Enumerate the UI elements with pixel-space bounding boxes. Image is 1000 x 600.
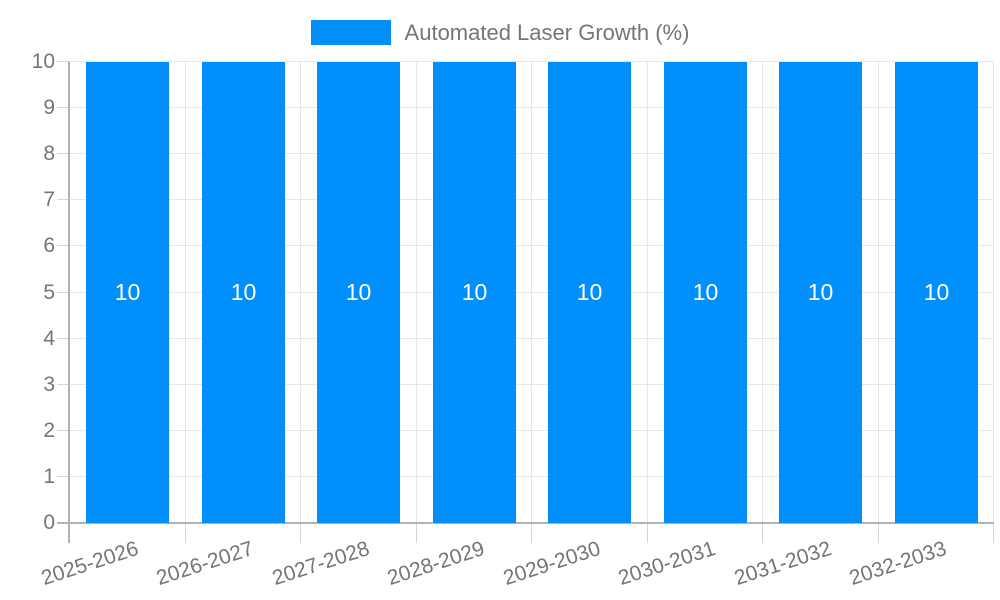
y-gridline — [70, 199, 994, 200]
bar-value-label: 10 — [692, 279, 719, 305]
y-axis-label: 1 — [43, 465, 55, 488]
x-axis-label: 2029-2030 — [500, 537, 603, 590]
x-axis-line — [57, 522, 994, 524]
y-axis-line — [68, 62, 70, 543]
y-gridline — [70, 430, 994, 431]
y-axis-label: 3 — [43, 373, 55, 396]
y-gridline — [70, 245, 994, 246]
x-axis-label: 2028-2029 — [384, 537, 487, 590]
y-axis-tick — [57, 430, 70, 431]
bar-value-label: 10 — [345, 279, 372, 305]
y-axis-label: 6 — [43, 234, 55, 257]
y-axis-label: 9 — [43, 96, 55, 119]
bar-2025-2026[interactable]: 10 — [86, 62, 169, 523]
y-axis-tick — [57, 199, 70, 200]
y-axis-label: 0 — [43, 511, 55, 534]
bar-value-label: 10 — [461, 279, 488, 305]
y-axis-tick — [57, 384, 70, 385]
y-gridline — [70, 292, 994, 293]
bar-value-label: 10 — [114, 279, 141, 305]
x-gridline — [762, 62, 763, 523]
x-axis-label: 2030-2031 — [615, 537, 718, 590]
x-gridline — [531, 62, 532, 523]
bar-2032-2033[interactable]: 10 — [895, 62, 978, 523]
x-gridline — [647, 62, 648, 523]
y-gridline — [70, 61, 994, 62]
y-axis-tick — [57, 338, 70, 339]
legend-label: Automated Laser Growth (%) — [404, 20, 690, 45]
y-axis-tick — [57, 153, 70, 154]
bar-2027-2028[interactable]: 10 — [317, 62, 400, 523]
x-axis-tick — [185, 523, 186, 543]
y-axis-tick — [57, 476, 70, 477]
y-axis-tick — [57, 292, 70, 293]
bar-value-label: 10 — [576, 279, 603, 305]
x-axis-tick — [762, 523, 763, 543]
x-gridline — [993, 62, 994, 523]
x-gridline — [300, 62, 301, 523]
y-axis-label: 7 — [43, 188, 55, 211]
x-axis-tick — [531, 523, 532, 543]
bar-value-label: 10 — [230, 279, 257, 305]
x-gridline — [878, 62, 879, 523]
x-gridline — [185, 62, 186, 523]
x-axis-label: 2027-2028 — [269, 537, 372, 590]
x-axis-label: 2025-2026 — [38, 537, 141, 590]
y-axis-tick — [57, 107, 70, 108]
bar-2031-2032[interactable]: 10 — [779, 62, 862, 523]
legend-item[interactable]: Automated Laser Growth (%) — [0, 20, 1000, 45]
y-axis-label: 8 — [43, 142, 55, 165]
x-axis-tick — [647, 523, 648, 543]
bar-2028-2029[interactable]: 10 — [433, 62, 516, 523]
y-axis-label: 5 — [43, 281, 55, 304]
y-axis-tick — [57, 61, 70, 62]
x-axis-tick — [300, 523, 301, 543]
x-axis-label: 2032-2033 — [846, 537, 949, 590]
y-gridline — [70, 384, 994, 385]
bar-2026-2027[interactable]: 10 — [202, 62, 285, 523]
bar-2030-2031[interactable]: 10 — [664, 62, 747, 523]
y-axis-label: 2 — [43, 419, 55, 442]
y-gridline — [70, 153, 994, 154]
y-gridline — [70, 476, 994, 477]
x-gridline — [416, 62, 417, 523]
y-axis-label: 10 — [31, 50, 55, 73]
legend-swatch — [310, 20, 391, 45]
x-axis-label: 2031-2032 — [731, 537, 834, 590]
x-axis-tick — [416, 523, 417, 543]
y-gridline — [70, 338, 994, 339]
x-axis-tick — [878, 523, 879, 543]
x-axis-tick — [993, 523, 994, 543]
y-axis-label: 4 — [43, 327, 55, 350]
y-axis-tick — [57, 245, 70, 246]
bar-2029-2030[interactable]: 10 — [548, 62, 631, 523]
y-gridline — [70, 107, 994, 108]
bar-value-label: 10 — [923, 279, 950, 305]
bar-value-label: 10 — [807, 279, 834, 305]
x-axis-label: 2026-2027 — [153, 537, 256, 590]
